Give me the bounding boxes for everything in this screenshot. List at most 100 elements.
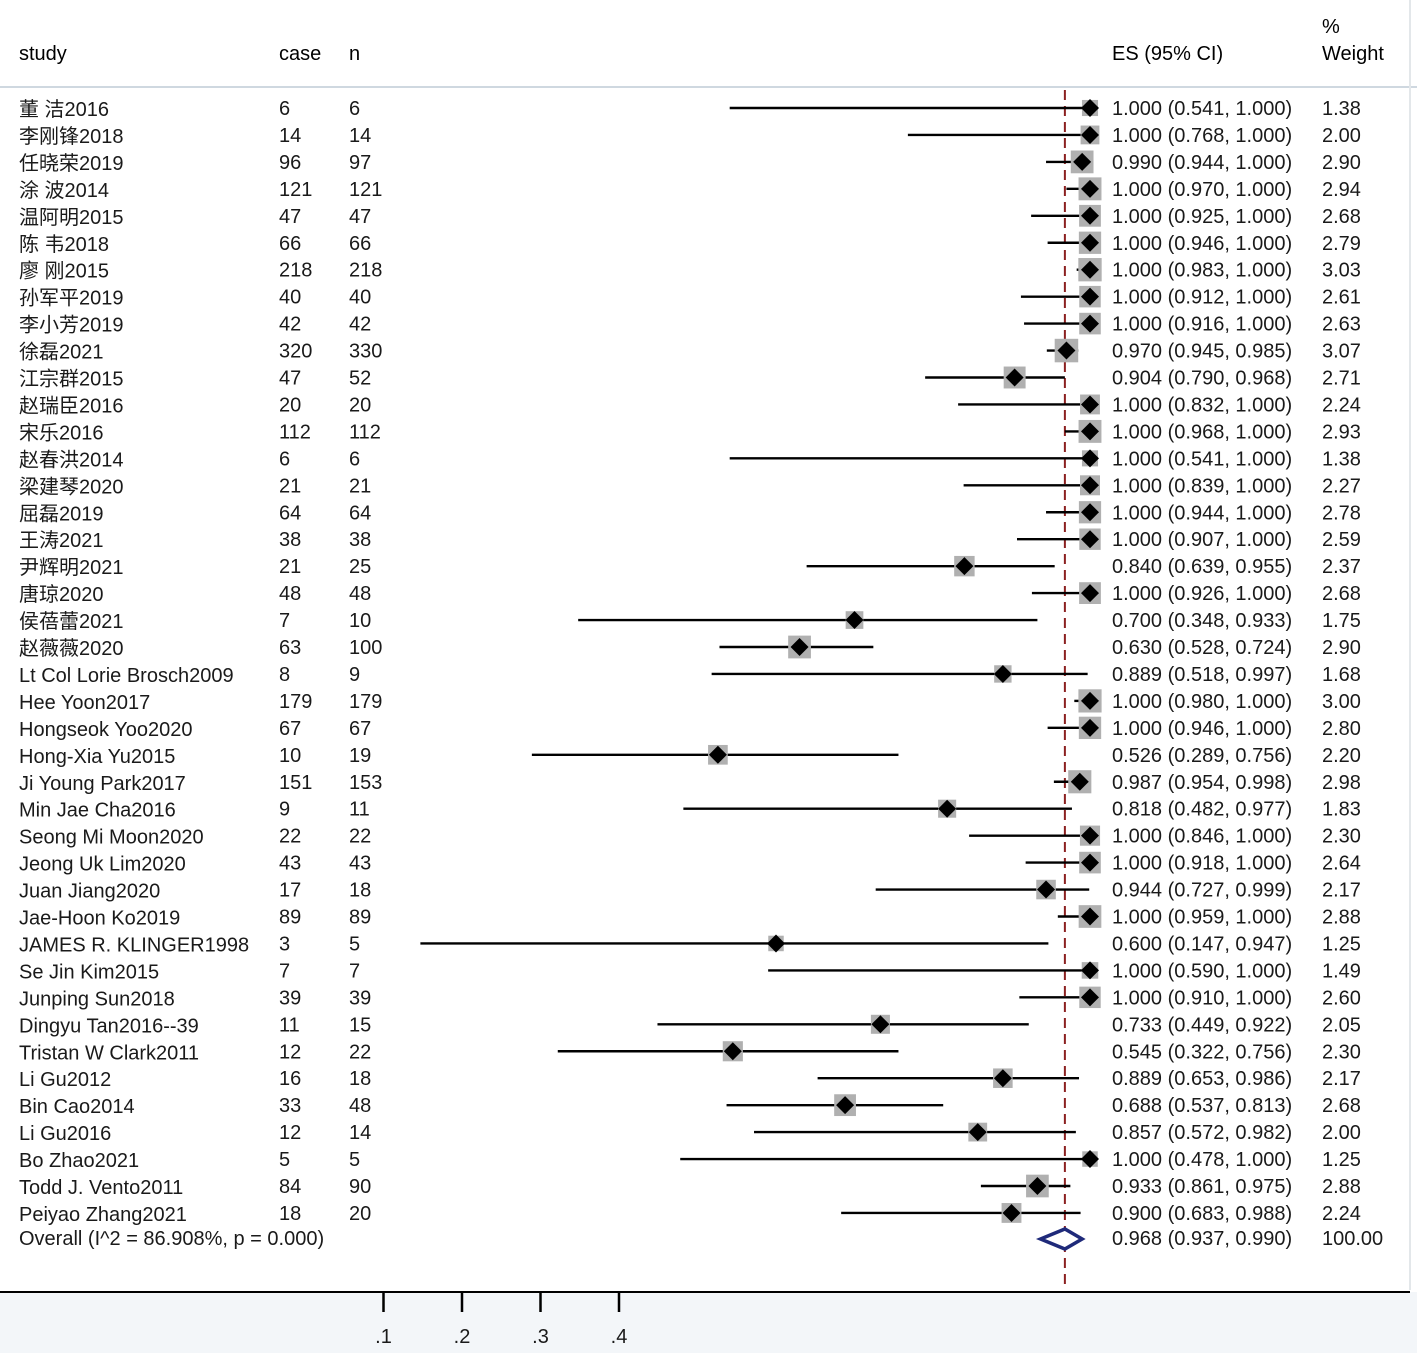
study-row: Li Gu2016 12 14 0.857 (0.572, 0.982) 2.00: [19, 1122, 1361, 1145]
es-ci-text: 1.000 (0.907, 1.000): [1112, 529, 1292, 551]
weight-text: 2.98: [1322, 772, 1361, 794]
study-name: 宋乐2016: [19, 421, 104, 444]
point-estimate: [723, 1042, 742, 1061]
sample-size: 5: [349, 1149, 360, 1171]
weight-text: 2.00: [1322, 1122, 1361, 1144]
case-count: 12: [279, 1122, 301, 1144]
case-count: 151: [279, 772, 312, 794]
study-row: Min Jae Cha2016 9 11 0.818 (0.482, 0.977) 1.…: [19, 799, 1361, 822]
x-tick-label: .3: [532, 1326, 549, 1348]
overall-row: Overall (I^2 = 86.908%, p = 0.000) 0.968 …: [19, 1227, 1383, 1251]
sample-size: 22: [349, 1041, 371, 1063]
study-row: Peiyao Zhang2021 18 20 0.900 (0.683, 0.988)…: [19, 1203, 1361, 1226]
case-count: 179: [279, 691, 312, 713]
es-ci-text: 1.000 (0.832, 1.000): [1112, 394, 1292, 416]
point-estimate: [1081, 422, 1099, 441]
study-name: 徐磊2021: [19, 341, 104, 364]
point-estimate: [1057, 341, 1076, 360]
sample-size: 64: [349, 502, 371, 524]
weight-text: 1.49: [1322, 960, 1361, 982]
weight-text: 2.24: [1322, 394, 1361, 416]
es-ci-text: 0.630 (0.528, 0.724): [1112, 637, 1292, 659]
es-ci-text: 1.000 (0.983, 1.000): [1112, 260, 1292, 282]
point-estimate: [1081, 530, 1099, 549]
study-row: Dingyu Tan2016--39 11 15 0.733 (0.449, 0.92…: [19, 1014, 1361, 1037]
case-count: 96: [279, 152, 301, 174]
case-count: 67: [279, 718, 301, 740]
point-estimate: [1005, 368, 1024, 387]
sample-size: 11: [349, 799, 370, 821]
study-name: Dingyu Tan2016--39: [19, 1015, 199, 1037]
sample-size: 67: [349, 718, 371, 740]
weight-text: 2.90: [1322, 637, 1361, 659]
study-row: Bin Cao2014 33 48 0.688 (0.537, 0.813) 2.68: [19, 1094, 1361, 1118]
study-row: Seong Mi Moon2020 22 22 1.000 (0.846, 1.000…: [19, 825, 1361, 849]
sample-size: 9: [349, 664, 360, 686]
case-count: 3: [279, 933, 290, 955]
sample-size: 15: [349, 1014, 371, 1036]
study-row: Ji Young Park2017 151 153 0.987 (0.954, 0.9…: [19, 770, 1361, 795]
sample-size: 330: [349, 341, 382, 363]
study-name: Hong-Xia Yu2015: [19, 746, 175, 768]
header-weight-line2: Weight: [1322, 43, 1384, 65]
weight-text: 2.63: [1322, 314, 1361, 336]
point-estimate: [1081, 125, 1099, 144]
es-ci-text: 1.000 (0.980, 1.000): [1112, 691, 1292, 713]
weight-text: 2.00: [1322, 125, 1361, 147]
study-row: Hee Yoon2017 179 179 1.000 (0.980, 1.000) 3.…: [19, 689, 1361, 714]
study-row: 董 洁2016 6 6 1.000 (0.541, 1.000) 1.38: [19, 98, 1361, 121]
study-name: Li Gu2016: [19, 1123, 111, 1145]
overall-weight-text: 100.00: [1322, 1228, 1383, 1250]
study-row: 李小芳2019 42 42 1.000 (0.916, 1.000) 2.63: [19, 312, 1361, 337]
case-count: 47: [279, 206, 301, 228]
weight-text: 1.83: [1322, 799, 1361, 821]
weight-text: 2.94: [1322, 179, 1361, 201]
case-count: 64: [279, 502, 301, 524]
es-ci-text: 1.000 (0.925, 1.000): [1112, 206, 1292, 228]
overall-es-text: 0.968 (0.937, 0.990): [1112, 1228, 1292, 1250]
study-row: JAMES R. KLINGER1998 3 5 0.600 (0.147, 0.94…: [19, 933, 1361, 956]
point-estimate: [845, 611, 864, 630]
es-ci-text: 1.000 (0.768, 1.000): [1112, 125, 1292, 147]
weight-text: 2.24: [1322, 1203, 1361, 1225]
study-name: 江宗群2015: [19, 368, 124, 391]
weight-text: 2.68: [1322, 583, 1361, 605]
study-name: 陈 韦2018: [19, 233, 109, 256]
es-ci-text: 1.000 (0.918, 1.000): [1112, 853, 1292, 875]
es-ci-text: 1.000 (0.926, 1.000): [1112, 583, 1292, 605]
study-name: 尹辉明2021: [19, 556, 124, 579]
case-count: 12: [279, 1041, 301, 1063]
point-estimate: [767, 934, 785, 953]
study-row: Bo Zhao2021 5 5 1.000 (0.478, 1.000) 1.25: [19, 1149, 1361, 1172]
study-name: 唐琼2020: [19, 583, 104, 606]
weight-text: 2.79: [1322, 233, 1361, 255]
overall-diamond: [1035, 1227, 1086, 1251]
es-ci-text: 0.700 (0.348, 0.933): [1112, 610, 1292, 632]
sample-size: 218: [349, 260, 382, 282]
study-row: 徐磊2021 320 330 0.970 (0.945, 0.985) 3.07: [19, 338, 1361, 364]
sample-size: 100: [349, 637, 382, 659]
point-estimate: [1073, 152, 1092, 171]
case-count: 38: [279, 529, 301, 551]
weight-text: 2.90: [1322, 152, 1361, 174]
study-name: 温阿明2015: [19, 206, 124, 229]
sample-size: 52: [349, 368, 371, 390]
point-estimate: [1081, 179, 1099, 198]
weight-text: 1.38: [1322, 448, 1361, 470]
study-name: Lt Col Lorie Brosch2009: [19, 665, 234, 687]
study-row: Jeong Uk Lim2020 43 43 1.000 (0.918, 1.000)…: [19, 851, 1361, 876]
study-row: 江宗群2015 47 52 0.904 (0.790, 0.968) 2.71: [19, 366, 1361, 391]
study-name: 任晓荣2019: [19, 152, 124, 175]
case-count: 9: [279, 799, 290, 821]
study-name: Bin Cao2014: [19, 1096, 135, 1118]
study-row: Tristan W Clark2011 12 22 0.545 (0.322, 0.7…: [19, 1041, 1361, 1064]
es-ci-text: 1.000 (0.541, 1.000): [1112, 448, 1292, 470]
study-row: 赵春洪2014 6 6 1.000 (0.541, 1.000) 1.38: [19, 448, 1361, 471]
weight-text: 2.17: [1322, 1068, 1361, 1090]
study-name: 廖 刚2015: [19, 260, 109, 283]
study-row: 王涛2021 38 38 1.000 (0.907, 1.000) 2.59: [19, 528, 1361, 552]
study-name: 屈磊2019: [19, 503, 104, 525]
es-ci-text: 1.000 (0.541, 1.000): [1112, 98, 1292, 120]
case-count: 16: [279, 1068, 301, 1090]
weight-text: 3.03: [1322, 260, 1361, 282]
